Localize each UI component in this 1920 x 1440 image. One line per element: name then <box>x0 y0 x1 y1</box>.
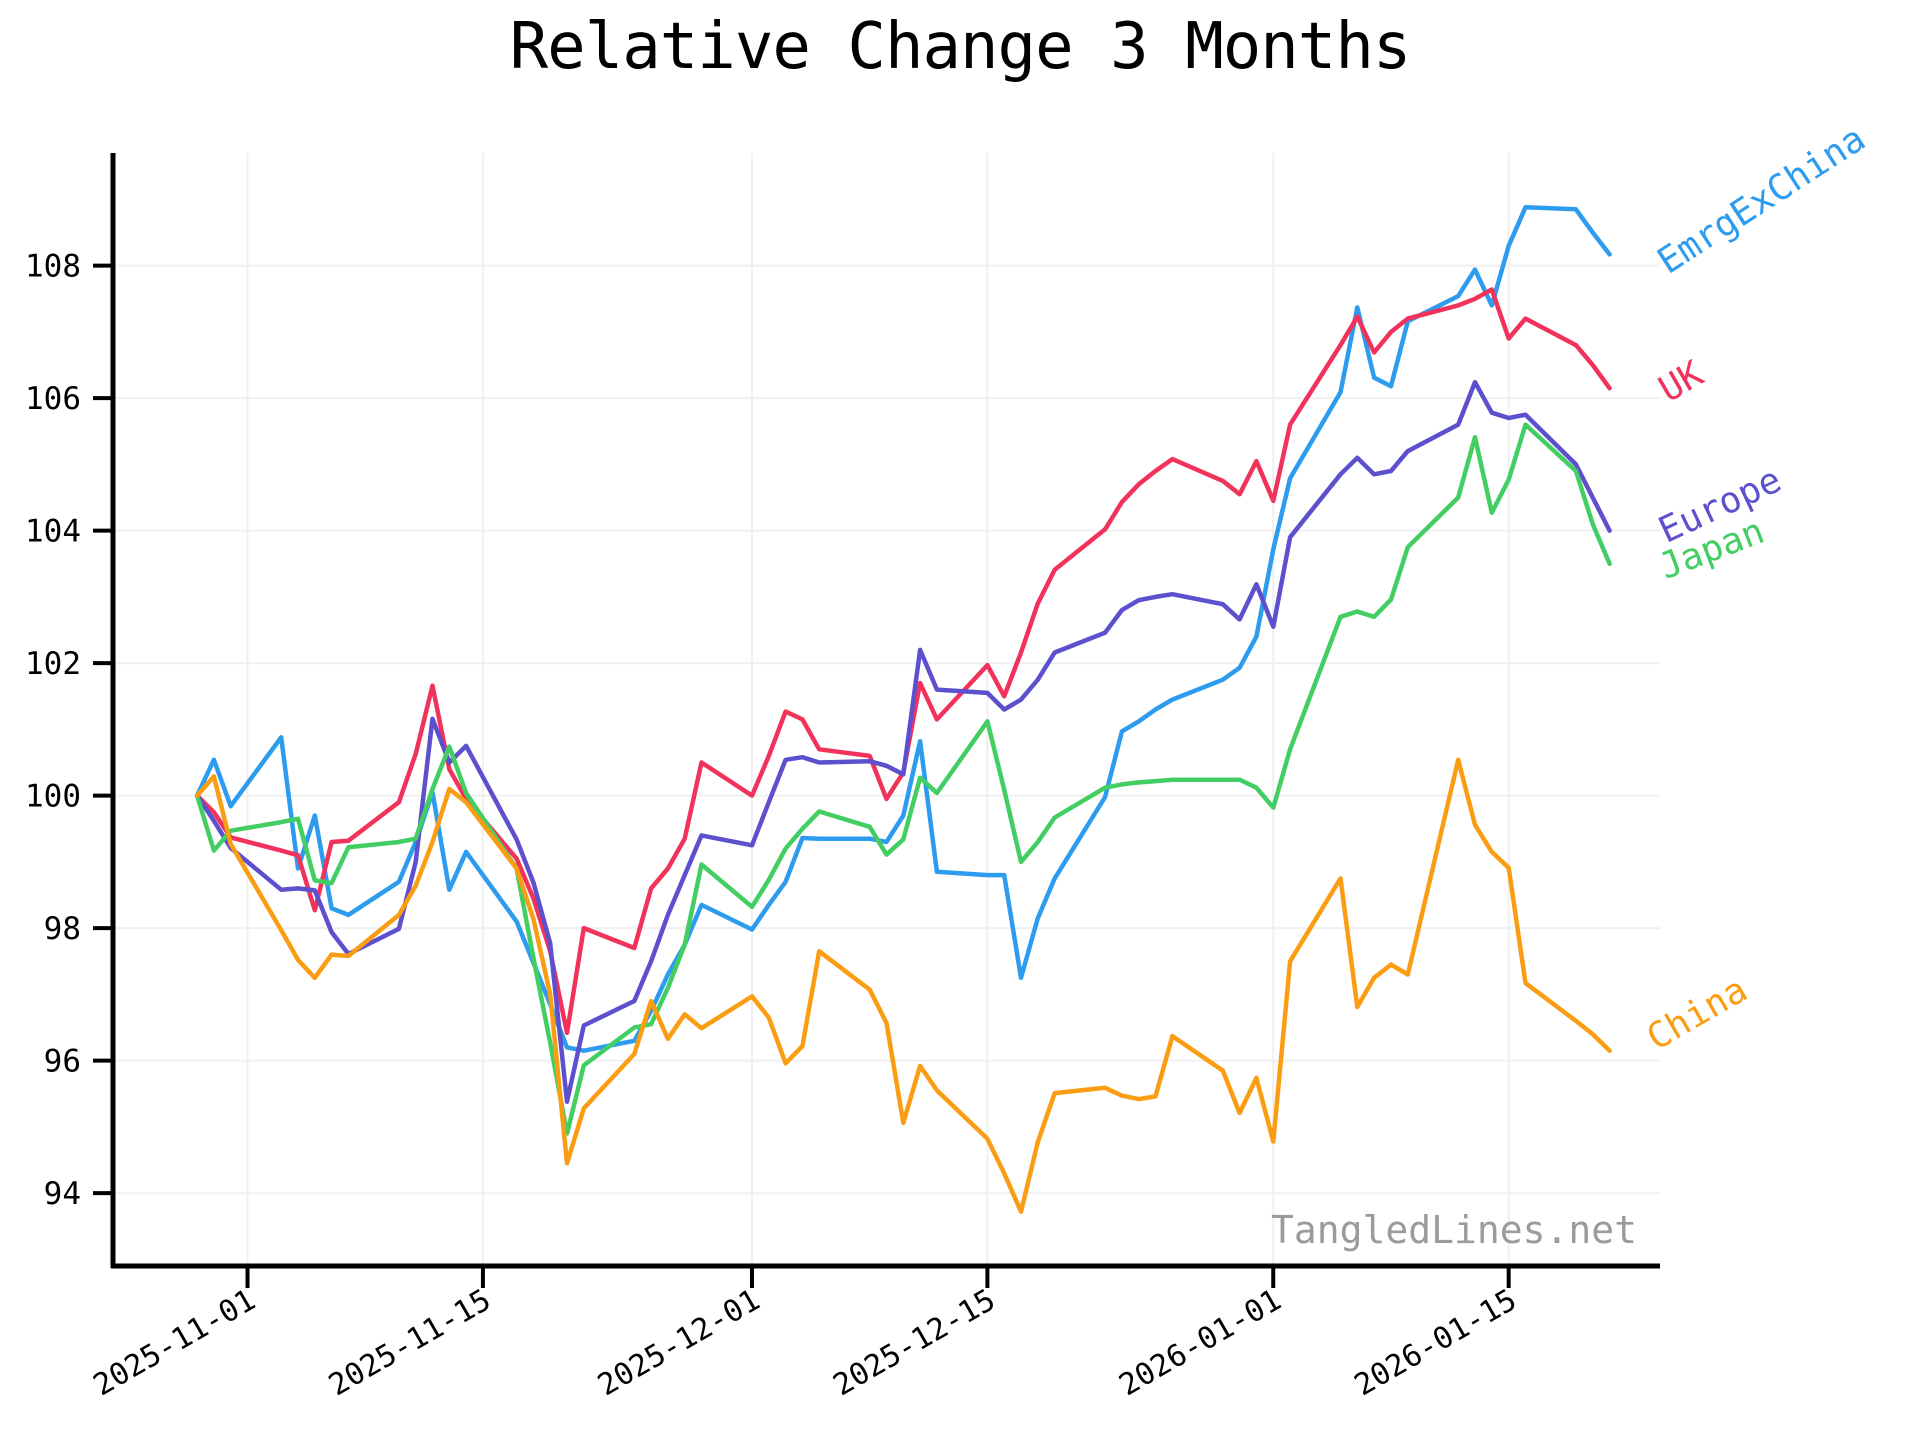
series-line-emrgexchina <box>194 205 1612 1053</box>
y-tick-label: 106 <box>25 381 81 417</box>
series-label-uk: UK <box>1652 353 1710 410</box>
watermark: TangledLines.net <box>1270 1208 1637 1252</box>
y-tick-label: 102 <box>25 646 81 682</box>
x-tick-label: 2025-11-01 <box>88 1283 262 1404</box>
gridlines <box>113 153 1660 1266</box>
x-tick-label: 2025-12-01 <box>592 1283 766 1404</box>
series-line-europe <box>194 379 1612 1104</box>
x-tick-label: 2026-01-01 <box>1113 1283 1287 1404</box>
chart-title: Relative Change 3 Months <box>509 10 1412 84</box>
y-tick-label: 108 <box>25 249 81 285</box>
series-label-china: China <box>1640 969 1754 1059</box>
x-tick-label: 2025-11-15 <box>323 1283 497 1404</box>
x-tick-label: 2026-01-15 <box>1349 1283 1523 1404</box>
y-tick-label: 94 <box>44 1176 81 1212</box>
x-tick-label: 2025-12-15 <box>827 1283 1001 1404</box>
y-tick-label: 98 <box>44 911 81 947</box>
series-line-uk <box>194 287 1612 1036</box>
series-lines <box>194 205 1612 1214</box>
y-tick-label: 100 <box>25 779 81 815</box>
series-line-japan <box>194 422 1612 1136</box>
series-line-china <box>194 757 1612 1214</box>
y-tick-label: 104 <box>25 514 81 550</box>
y-tick-label: 96 <box>44 1044 81 1080</box>
series-label-emrgexchina: EmrgExChina <box>1651 118 1873 282</box>
